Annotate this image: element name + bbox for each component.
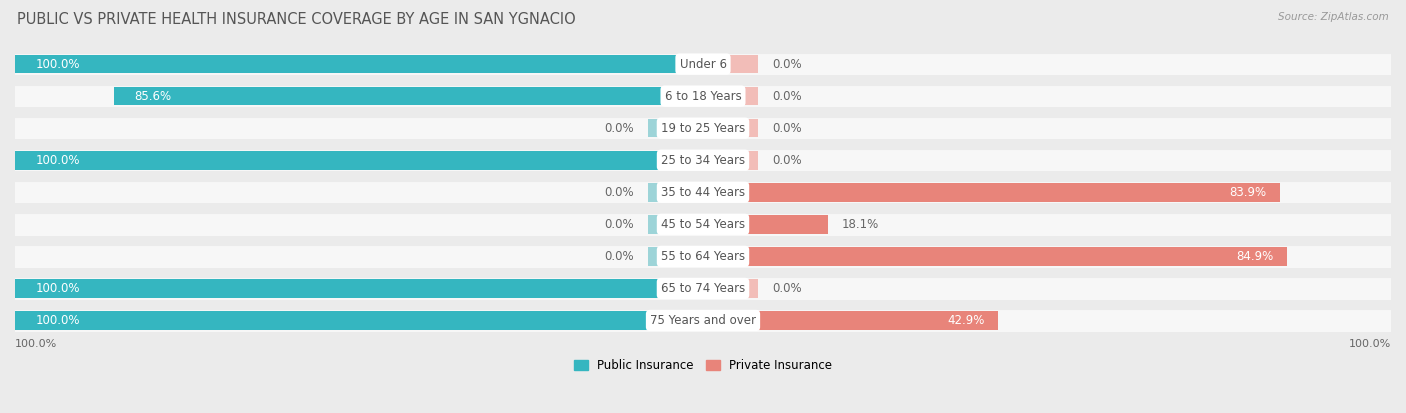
Bar	[703, 87, 758, 105]
Bar	[648, 215, 703, 234]
Bar	[15, 277, 1391, 300]
Text: PUBLIC VS PRIVATE HEALTH INSURANCE COVERAGE BY AGE IN SAN YGNACIO: PUBLIC VS PRIVATE HEALTH INSURANCE COVER…	[17, 12, 575, 27]
Bar	[15, 245, 1391, 268]
Text: 0.0%: 0.0%	[772, 122, 801, 135]
Text: 0.0%: 0.0%	[772, 57, 801, 71]
Text: 100.0%: 100.0%	[15, 339, 58, 349]
Text: 0.0%: 0.0%	[605, 122, 634, 135]
Text: Source: ZipAtlas.com: Source: ZipAtlas.com	[1278, 12, 1389, 22]
Bar	[15, 151, 703, 169]
Bar	[15, 311, 703, 330]
Bar	[15, 181, 1391, 204]
Bar	[114, 87, 703, 105]
Text: 100.0%: 100.0%	[35, 314, 80, 327]
Bar	[15, 55, 703, 74]
Text: 84.9%: 84.9%	[1236, 250, 1274, 263]
Text: 75 Years and over: 75 Years and over	[650, 314, 756, 327]
Text: 6 to 18 Years: 6 to 18 Years	[665, 90, 741, 102]
Bar	[648, 119, 703, 138]
Text: 100.0%: 100.0%	[35, 57, 80, 71]
Bar	[703, 55, 758, 74]
Bar	[15, 213, 1391, 235]
Text: 100.0%: 100.0%	[35, 282, 80, 295]
Bar	[15, 149, 1391, 171]
Bar	[703, 119, 758, 138]
Text: 100.0%: 100.0%	[35, 154, 80, 167]
Bar	[648, 247, 703, 266]
Text: 45 to 54 Years: 45 to 54 Years	[661, 218, 745, 231]
Bar	[703, 183, 1281, 202]
Text: 35 to 44 Years: 35 to 44 Years	[661, 186, 745, 199]
Text: 19 to 25 Years: 19 to 25 Years	[661, 122, 745, 135]
Text: 0.0%: 0.0%	[772, 154, 801, 167]
Text: 0.0%: 0.0%	[772, 90, 801, 102]
Bar	[703, 247, 1286, 266]
Text: Under 6: Under 6	[679, 57, 727, 71]
Bar	[648, 183, 703, 202]
Text: 85.6%: 85.6%	[135, 90, 172, 102]
Text: 83.9%: 83.9%	[1229, 186, 1267, 199]
Bar	[15, 53, 1391, 75]
Text: 0.0%: 0.0%	[605, 186, 634, 199]
Bar	[15, 309, 1391, 332]
Text: 100.0%: 100.0%	[1348, 339, 1391, 349]
Bar	[703, 279, 758, 298]
Bar	[703, 311, 998, 330]
Text: 0.0%: 0.0%	[772, 282, 801, 295]
Text: 18.1%: 18.1%	[841, 218, 879, 231]
Text: 65 to 74 Years: 65 to 74 Years	[661, 282, 745, 295]
Legend: Public Insurance, Private Insurance: Public Insurance, Private Insurance	[569, 354, 837, 377]
Bar	[703, 151, 758, 169]
Bar	[15, 279, 703, 298]
Text: 0.0%: 0.0%	[605, 250, 634, 263]
Text: 25 to 34 Years: 25 to 34 Years	[661, 154, 745, 167]
Text: 55 to 64 Years: 55 to 64 Years	[661, 250, 745, 263]
Bar	[703, 215, 828, 234]
Bar	[15, 85, 1391, 107]
Bar	[15, 117, 1391, 139]
Text: 42.9%: 42.9%	[948, 314, 984, 327]
Text: 0.0%: 0.0%	[605, 218, 634, 231]
